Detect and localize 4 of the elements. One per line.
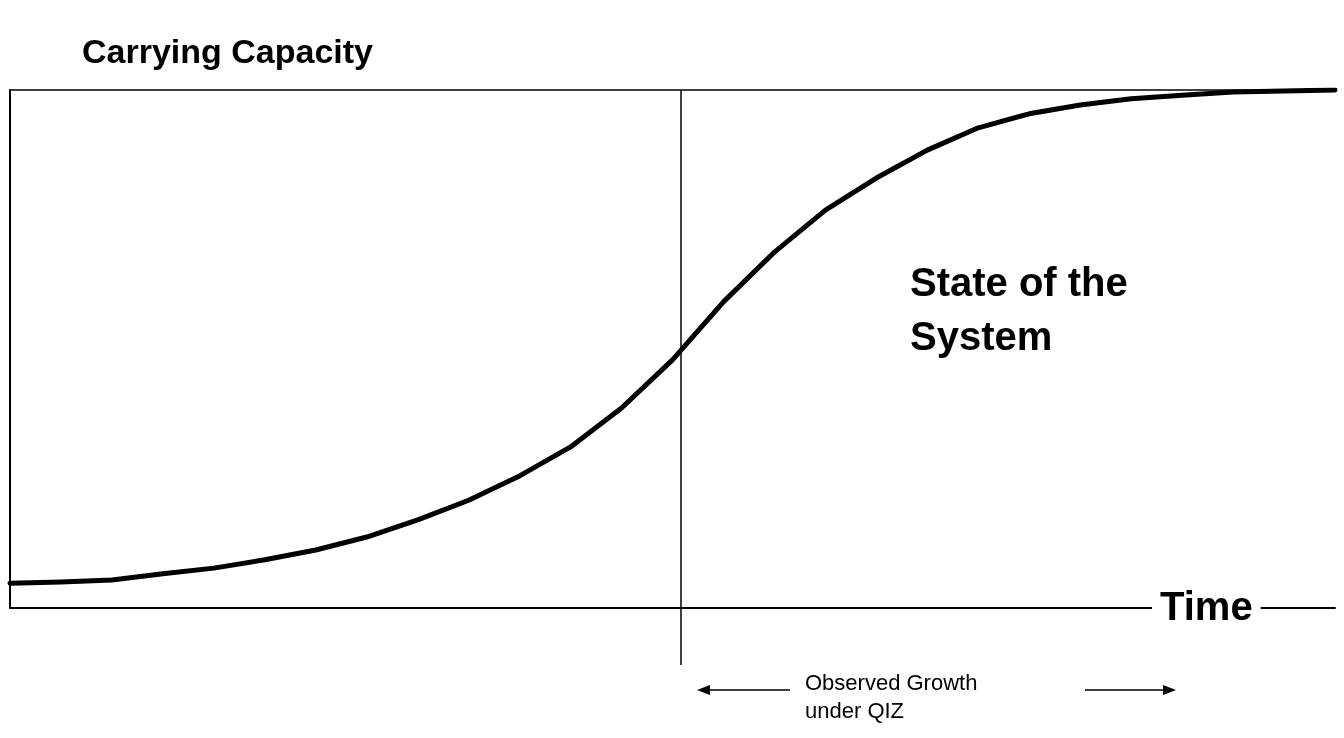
ref-line-label: Carrying Capacity <box>82 32 374 70</box>
x-axis-title: Time <box>1160 584 1253 628</box>
annotation: State of the System <box>910 260 1128 358</box>
text: Observed Growth under QIZ <box>805 669 978 723</box>
